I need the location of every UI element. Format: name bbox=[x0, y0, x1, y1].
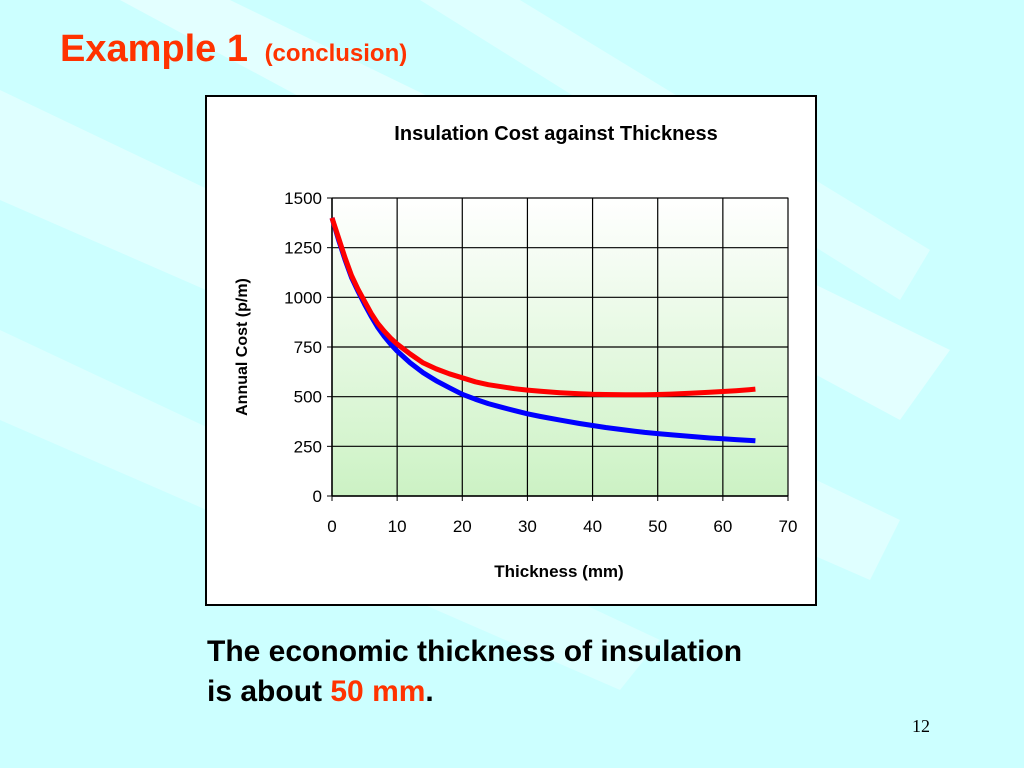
y-tick-label: 1250 bbox=[284, 239, 322, 258]
conclusion-text: The economic thickness of insulation is … bbox=[207, 632, 742, 712]
conclusion-suffix: . bbox=[425, 675, 434, 708]
x-tick-label: 70 bbox=[779, 517, 798, 536]
x-tick-label: 0 bbox=[327, 517, 336, 536]
x-tick-label: 20 bbox=[453, 517, 472, 536]
x-tick-label: 50 bbox=[648, 517, 667, 536]
conclusion-line-1: The economic thickness of insulation bbox=[207, 635, 743, 668]
x-tick-label: 40 bbox=[583, 517, 602, 536]
page-number: 12 bbox=[912, 716, 930, 736]
conclusion-prefix: is about bbox=[207, 675, 323, 708]
x-tick-label: 60 bbox=[713, 517, 732, 536]
y-tick-label: 1000 bbox=[284, 288, 322, 307]
chart-title: Insulation Cost against Thickness bbox=[394, 123, 717, 145]
y-axis-label: Annual Cost (p/m) bbox=[234, 278, 251, 416]
conclusion-line-2: is about 50 mm. bbox=[207, 672, 742, 712]
slide-title-main: Example 1 bbox=[60, 28, 248, 70]
series-line-0 bbox=[329, 217, 756, 398]
chart-frame: 0 250 500 750 1000 1250 1500 0 10 20 30 40 50 60 70 In… bbox=[205, 95, 817, 606]
y-tick-label: 1500 bbox=[284, 189, 322, 208]
conclusion-highlight: 50 mm bbox=[330, 675, 426, 708]
slide-title: Example 1 (conclusion) bbox=[60, 28, 407, 71]
y-tick-label: 0 bbox=[313, 487, 322, 506]
x-tick-label: 10 bbox=[388, 517, 407, 536]
y-tick-label: 750 bbox=[294, 338, 322, 357]
slide-title-sub: (conclusion) bbox=[264, 40, 408, 67]
y-tick-label: 250 bbox=[294, 437, 322, 456]
cost-chart: 0 250 500 750 1000 1250 1500 0 10 20 30 40 50 60 70 In… bbox=[234, 123, 798, 581]
x-axis-label: Thickness (mm) bbox=[494, 562, 623, 581]
x-tick-label: 30 bbox=[518, 517, 537, 536]
y-tick-label: 500 bbox=[294, 388, 322, 407]
